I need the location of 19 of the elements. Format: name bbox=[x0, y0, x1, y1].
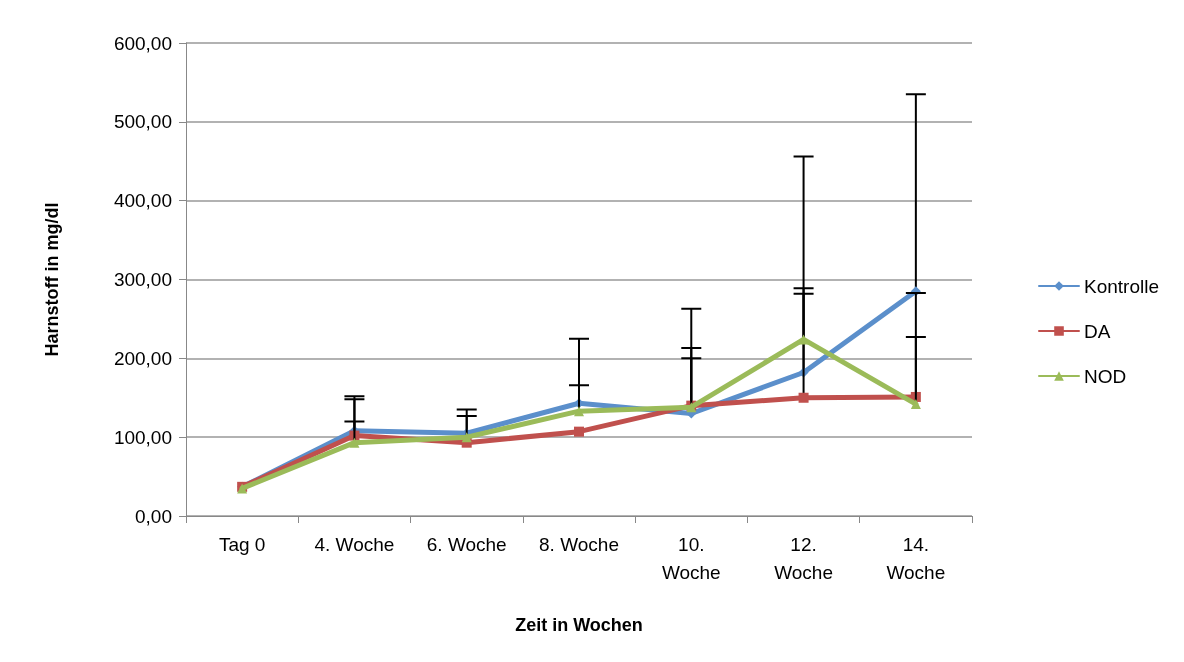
y-tick-label: 300,00 bbox=[113, 269, 172, 290]
x-tick-label: 14. Woche bbox=[886, 533, 946, 583]
legend-label: NOD bbox=[1084, 365, 1127, 387]
x-axis-title: Zeit in Wochen bbox=[515, 615, 643, 635]
legend-label: DA bbox=[1084, 320, 1111, 342]
x-tick-label: 8. Woche bbox=[539, 533, 619, 555]
x-tick-label: 12. Woche bbox=[774, 533, 833, 583]
y-tick-label: 200,00 bbox=[113, 347, 172, 369]
x-tick-label: 10. Woche bbox=[661, 533, 721, 583]
x-tick-label: 4. Woche bbox=[314, 533, 395, 555]
x-tick-label: 6. Woche bbox=[426, 533, 507, 555]
y-tick-label: 0,00 bbox=[135, 505, 172, 527]
y-tick-label: 600,00 bbox=[113, 32, 172, 54]
y-tick-label: 500,00 bbox=[113, 111, 172, 133]
x-tick-label: Tag 0 bbox=[218, 533, 266, 555]
y-tick-label: 100,00 bbox=[113, 426, 172, 448]
y-axis-title: Harnstoff in mg/dl bbox=[42, 202, 62, 357]
y-tick-label: 400,00 bbox=[113, 190, 172, 212]
legend-label: Kontrolle bbox=[1084, 275, 1160, 297]
